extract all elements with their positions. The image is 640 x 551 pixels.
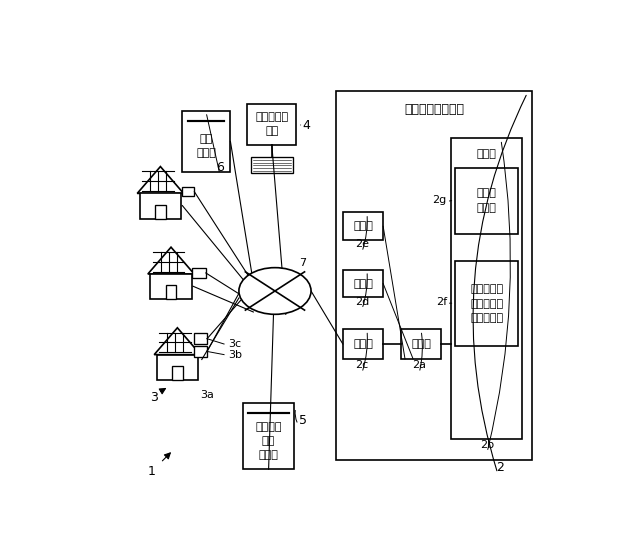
Bar — [182, 187, 195, 196]
Bar — [192, 268, 206, 278]
Text: 2b: 2b — [480, 440, 494, 450]
Text: 7: 7 — [299, 258, 306, 268]
Text: 2d: 2d — [355, 296, 369, 306]
Bar — [182, 111, 230, 172]
Bar — [166, 285, 177, 299]
Bar — [337, 91, 532, 460]
Text: 6: 6 — [216, 161, 224, 175]
Text: 1: 1 — [148, 465, 156, 478]
Text: 2g: 2g — [433, 195, 447, 205]
Bar — [343, 270, 383, 298]
Text: 通信部: 通信部 — [353, 339, 373, 349]
Text: 4: 4 — [303, 119, 311, 132]
Bar — [155, 205, 166, 219]
Text: 見舞金決定サーバ: 見舞金決定サーバ — [404, 104, 464, 116]
Bar — [157, 355, 198, 380]
Text: 3a: 3a — [200, 390, 214, 400]
Text: 3b: 3b — [228, 350, 243, 360]
Bar — [401, 329, 442, 359]
Bar — [172, 366, 183, 380]
Bar — [243, 403, 294, 469]
Bar — [451, 138, 522, 440]
Bar — [343, 213, 383, 240]
Text: 3: 3 — [150, 391, 158, 403]
Text: 2: 2 — [496, 461, 504, 473]
Text: 入力部: 入力部 — [353, 279, 373, 289]
Bar — [140, 193, 181, 219]
Text: 2f: 2f — [436, 296, 447, 306]
Ellipse shape — [239, 268, 311, 314]
Text: 2c: 2c — [355, 360, 369, 370]
Text: 3c: 3c — [228, 339, 241, 349]
Text: 記憶部: 記憶部 — [477, 149, 497, 159]
Text: オペレータ
端末: オペレータ 端末 — [255, 112, 289, 137]
Text: 銀行
サーバ: 銀行 サーバ — [196, 134, 216, 158]
Bar — [455, 168, 518, 234]
Text: 表示部: 表示部 — [353, 222, 373, 231]
Text: 日本気象
協会
サーバ: 日本気象 協会 サーバ — [255, 422, 282, 460]
Bar — [193, 346, 207, 356]
Text: 発電量不足
見舞金決定
プログラム: 発電量不足 見舞金決定 プログラム — [470, 284, 503, 323]
Bar — [455, 261, 518, 346]
Text: 2e: 2e — [355, 239, 369, 249]
Bar — [248, 104, 296, 144]
Bar — [150, 274, 192, 299]
Bar — [193, 333, 207, 344]
Bar — [343, 329, 383, 359]
Text: 2a: 2a — [412, 360, 426, 370]
Text: データ
ベース: データ ベース — [477, 188, 497, 213]
Text: 制御部: 制御部 — [411, 339, 431, 349]
Bar — [251, 158, 293, 174]
Text: 5: 5 — [298, 414, 307, 427]
